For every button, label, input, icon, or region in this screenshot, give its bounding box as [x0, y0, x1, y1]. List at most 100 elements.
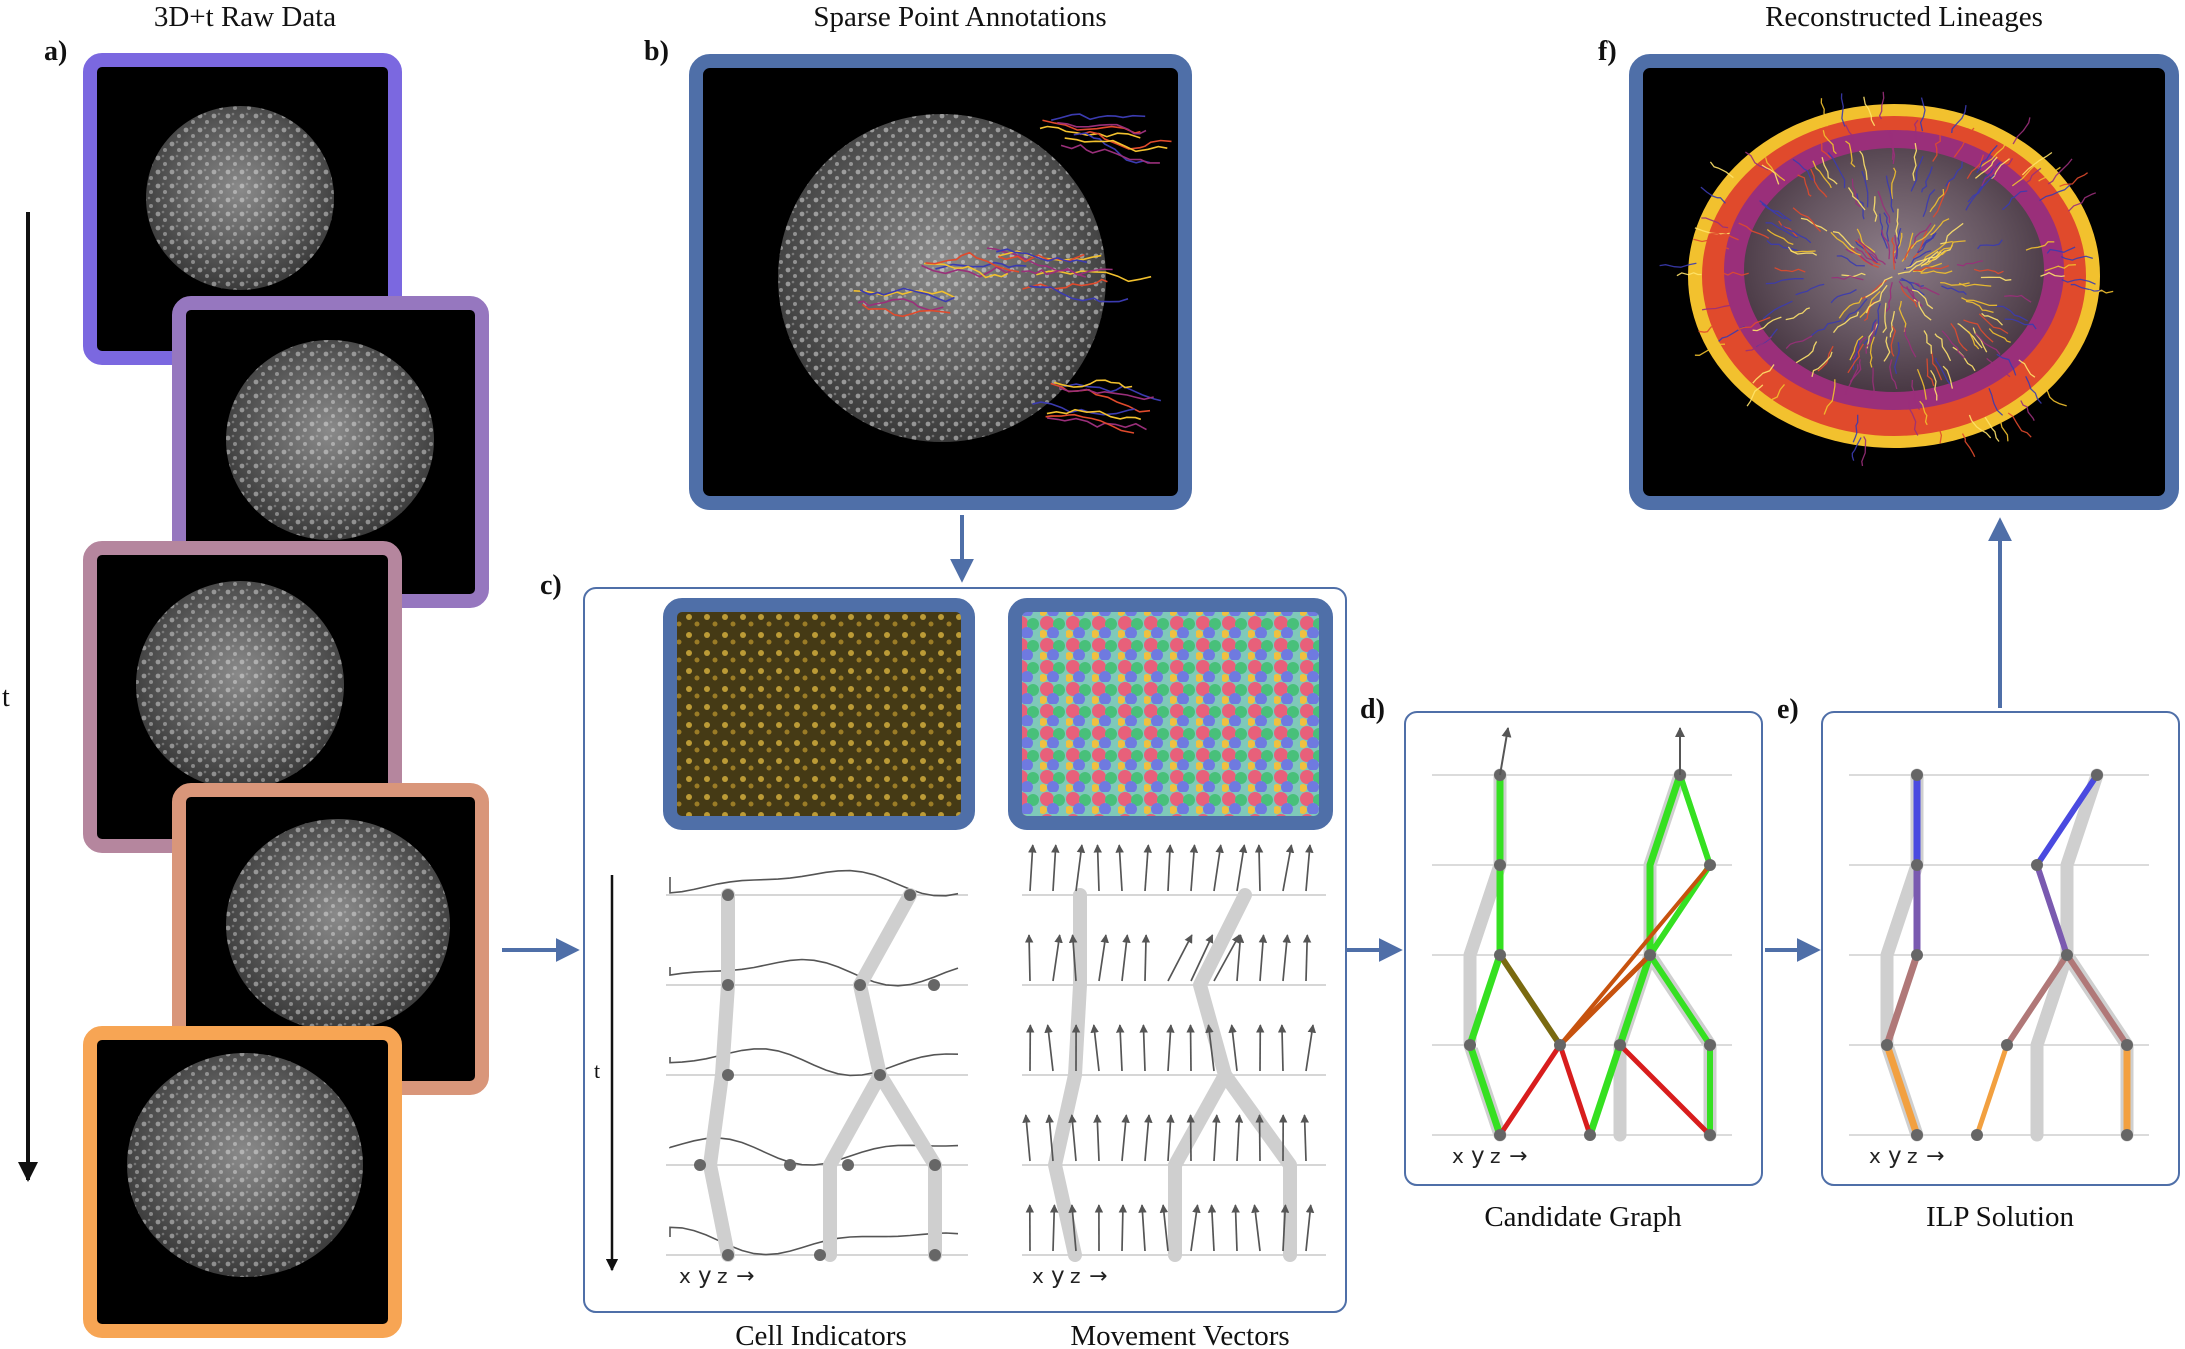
annotation-track — [921, 264, 1014, 278]
detection-dot — [842, 1159, 854, 1171]
axis-z-label: z — [1490, 1144, 1501, 1168]
c-axis-labels-left: x y z → — [679, 1263, 754, 1289]
lineage-track — [1709, 161, 1734, 179]
lineage-track — [2025, 376, 2042, 404]
movement-arrow — [1049, 1204, 1059, 1252]
lineage-track — [1887, 131, 1896, 165]
detection-dot — [722, 889, 734, 901]
dense-tracks — [1659, 91, 2114, 467]
movement-vector-plot — [1022, 844, 1326, 1262]
graph-edge-arrow — [1499, 727, 1512, 776]
panel-f-label: f) — [1598, 36, 1617, 67]
lineage-track — [1975, 332, 2001, 355]
graph-edge — [1883, 1041, 1921, 1139]
lineage-track — [1759, 200, 1786, 220]
graph-edge — [1974, 1042, 2010, 1138]
lineage-track — [1932, 135, 1941, 162]
lineage-track — [2018, 359, 2036, 378]
caption-ilp-solution: ILP Solution — [1926, 1201, 2074, 1233]
lineage-track — [1764, 157, 1786, 182]
lineage-track — [1883, 212, 1890, 242]
lineage-track — [2061, 255, 2093, 261]
lineage-track — [1932, 181, 1951, 218]
annotation-track — [1045, 413, 1135, 434]
c-axis-labels-right: x y z → — [1032, 1263, 1107, 1289]
lineage-track — [1889, 359, 1898, 390]
lineage-track — [1968, 414, 1992, 439]
annotation-track — [1073, 132, 1151, 164]
lineage-track — [2046, 246, 2076, 254]
lineage-track — [1910, 224, 1936, 249]
lineage-track — [1795, 283, 1825, 296]
lineage-track — [1993, 157, 2014, 180]
lineage-track — [1832, 231, 1855, 249]
lineage-track — [1849, 359, 1862, 383]
movement-arrow — [1205, 1024, 1215, 1072]
lineage-track — [1977, 239, 2003, 250]
lineage-track — [1851, 437, 1862, 461]
movement-arrow — [1051, 844, 1060, 892]
lineage-track — [1774, 267, 1806, 273]
detection-dot — [854, 979, 866, 991]
lineage-track — [1934, 333, 1952, 362]
lineage-track — [1865, 276, 1893, 298]
lineage-track — [1869, 367, 1875, 399]
c-time-axis-label: t — [594, 1058, 600, 1083]
movement-arrow — [1190, 934, 1214, 982]
panel-a-label: a) — [44, 36, 67, 67]
lineage-track — [1913, 264, 1950, 272]
lineage-track — [1745, 151, 1769, 171]
panel-c-label: c) — [540, 570, 562, 601]
detection-dot — [929, 1249, 941, 1261]
lineage-track — [1898, 300, 1907, 333]
lineage-track — [2039, 384, 2067, 407]
lineage-track — [1921, 166, 1933, 193]
detection-dot — [722, 979, 734, 991]
annotation-panel — [689, 54, 1192, 510]
movement-arrow — [1236, 844, 1248, 892]
lineage-track — [1891, 167, 1897, 200]
lineage-track — [1831, 275, 1864, 281]
annotation-track — [861, 303, 951, 318]
lineage-track — [1865, 322, 1877, 354]
raw-frame-5 — [83, 1026, 402, 1338]
lineage-track — [1941, 285, 1967, 296]
movement-arrow — [1138, 1204, 1147, 1252]
graph-node — [2091, 769, 2103, 781]
movement-arrow — [1068, 1114, 1077, 1162]
lineage-track — [2040, 271, 2065, 278]
lineage-track — [1895, 228, 1902, 260]
lineage-track — [1920, 251, 1942, 267]
lineage-track — [1913, 119, 1920, 148]
graph-node — [1554, 1039, 1566, 1051]
lineage-track — [1945, 161, 1963, 187]
graph-node — [1614, 1039, 1626, 1051]
annotation-track — [857, 298, 944, 312]
annotation-track — [853, 289, 955, 299]
lineage-track — [2068, 192, 2097, 212]
lineage-track — [1919, 97, 1926, 132]
movement-arrow — [1068, 934, 1078, 982]
movement-arrow — [1282, 844, 1295, 892]
graph-edge — [2034, 772, 2100, 868]
lineage-track — [1765, 222, 1798, 239]
lineage-track — [1981, 312, 2003, 326]
annotation-track — [1047, 417, 1147, 431]
lineage-track — [1752, 316, 1782, 332]
axis-arrow: → — [736, 1264, 754, 1289]
lineage-track — [1929, 188, 1945, 213]
lineage-track — [1966, 154, 1985, 180]
e-axis-labels: x y z → — [1869, 1143, 1944, 1169]
lineage-track — [1923, 240, 1953, 262]
annotation-track — [1060, 143, 1160, 164]
movement-arrow — [1234, 1114, 1244, 1162]
lineage-track — [1891, 237, 1896, 270]
graph-node — [1911, 1129, 1923, 1141]
lineage-track — [1978, 313, 2009, 335]
lineage-track — [1951, 105, 1967, 134]
lineage-track — [1874, 303, 1881, 336]
movement-arrow — [1045, 1114, 1054, 1162]
lineage-track — [1967, 330, 1980, 350]
lineage-track — [2059, 172, 2088, 187]
lineage-track — [1693, 238, 1730, 250]
